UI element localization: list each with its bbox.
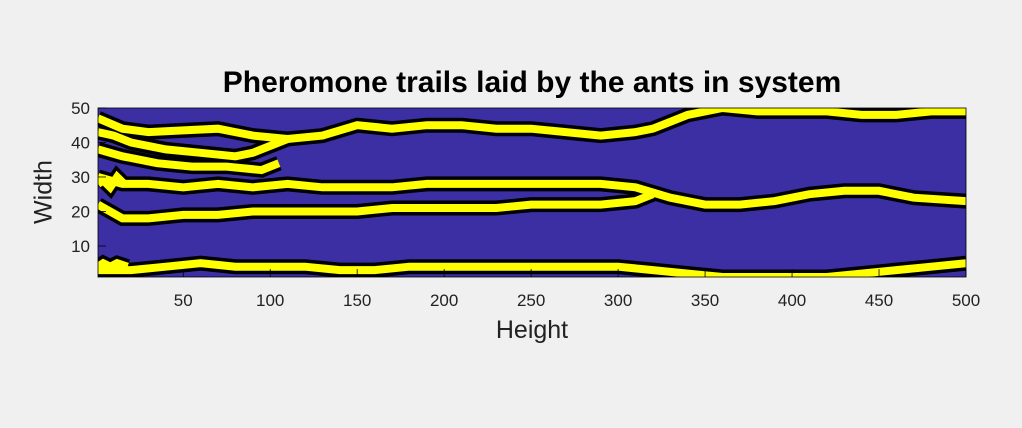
- y-tick-label: 40: [71, 133, 90, 152]
- trail-6: [98, 259, 966, 277]
- x-tick-label: 250: [517, 291, 545, 310]
- x-tick-label: 450: [865, 291, 893, 310]
- x-tick-label: 100: [256, 291, 284, 310]
- x-tick-label: 350: [691, 291, 719, 310]
- x-axis-label: Height: [495, 316, 569, 344]
- axes-frame: [97, 107, 967, 278]
- trail-8: [98, 258, 129, 272]
- trail-3: [98, 145, 281, 175]
- x-tick-label: 500: [952, 291, 980, 310]
- trail-1: [98, 108, 966, 144]
- y-axis-label: Width: [29, 160, 58, 224]
- y-tick-label: 50: [71, 99, 90, 118]
- x-tick-label: 300: [604, 291, 632, 310]
- x-tick-label: 400: [778, 291, 806, 310]
- y-tick-label: 20: [71, 202, 90, 221]
- trail-7: [98, 170, 127, 194]
- x-tick-label: 50: [174, 291, 193, 310]
- y-tick-label: 30: [71, 168, 90, 187]
- y-tick-label: 10: [71, 237, 90, 256]
- trail-5: [98, 190, 655, 223]
- trail-2: [98, 128, 290, 161]
- trail-layer: [98, 108, 966, 277]
- tick-layer: 50 100 150 200 250 300 350 400 450 500 10 20 30 40 50: [71, 99, 980, 310]
- chart-title: Pheromone trails laid by the ants in sys…: [222, 66, 842, 99]
- x-tick-label: 150: [343, 291, 371, 310]
- trail-4: [98, 173, 966, 209]
- x-tick-label: 200: [430, 291, 458, 310]
